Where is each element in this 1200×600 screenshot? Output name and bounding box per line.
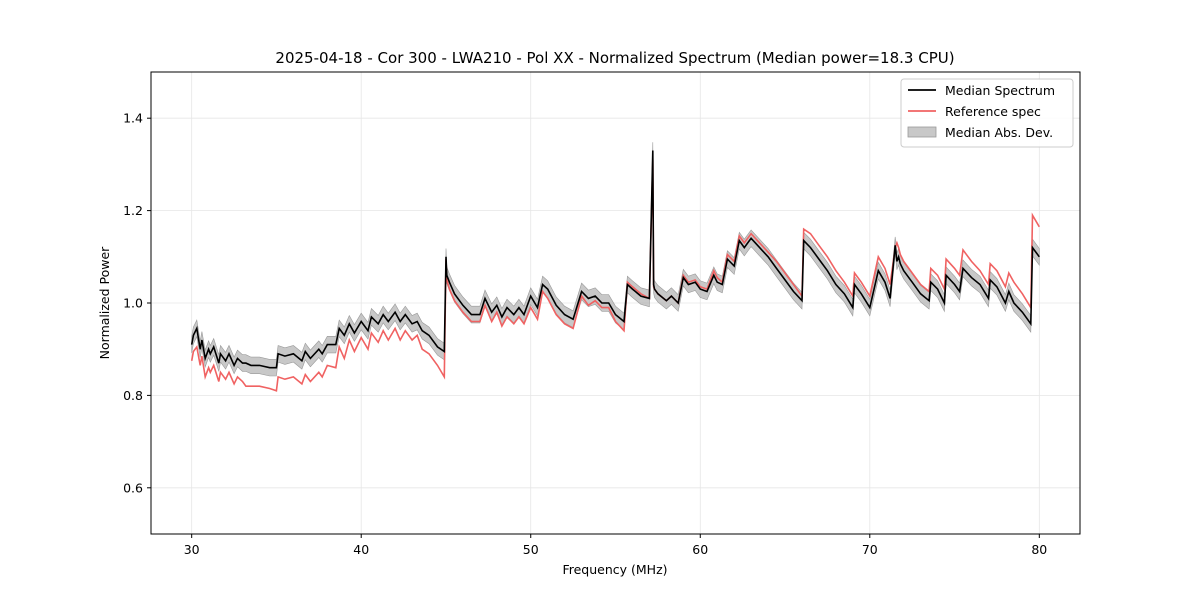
x-tick-label: 60: [692, 542, 708, 557]
y-tick-label: 0.8: [123, 388, 143, 403]
legend-reference-label: Reference spec: [945, 104, 1041, 119]
y-tick-label: 0.6: [123, 480, 143, 495]
legend-median-label: Median Spectrum: [945, 83, 1055, 98]
legend-mad-swatch: [907, 126, 937, 138]
x-axis-label: Frequency (MHz): [562, 562, 667, 577]
reference-spec-line: [190, 159, 1040, 392]
x-tick-label: 70: [862, 542, 878, 557]
legend-mad-label: Median Abs. Dev.: [945, 125, 1053, 140]
median-spectrum-line: [190, 150, 1040, 369]
y-tick-label: 1.0: [123, 296, 143, 311]
y-tick-label: 1.2: [123, 203, 143, 218]
legend: Median Spectrum Reference spec Median Ab…: [900, 78, 1074, 148]
y-axis-ticks: 0.6 0.8 1.0 1.2 1.4: [123, 111, 151, 495]
legend-box: [900, 78, 1074, 148]
y-axis-label: Normalized Power: [97, 246, 112, 360]
x-axis-ticks: 30 40 50 60 70 80: [184, 534, 1047, 557]
x-tick-label: 50: [523, 542, 539, 557]
x-tick-label: 40: [353, 542, 369, 557]
y-tick-label: 1.4: [123, 111, 143, 126]
x-tick-label: 80: [1031, 542, 1047, 557]
x-tick-label: 30: [184, 542, 200, 557]
plot-area: [190, 142, 1040, 392]
chart-title: 2025-04-18 - Cor 300 - LWA210 - Pol XX -…: [275, 49, 954, 67]
